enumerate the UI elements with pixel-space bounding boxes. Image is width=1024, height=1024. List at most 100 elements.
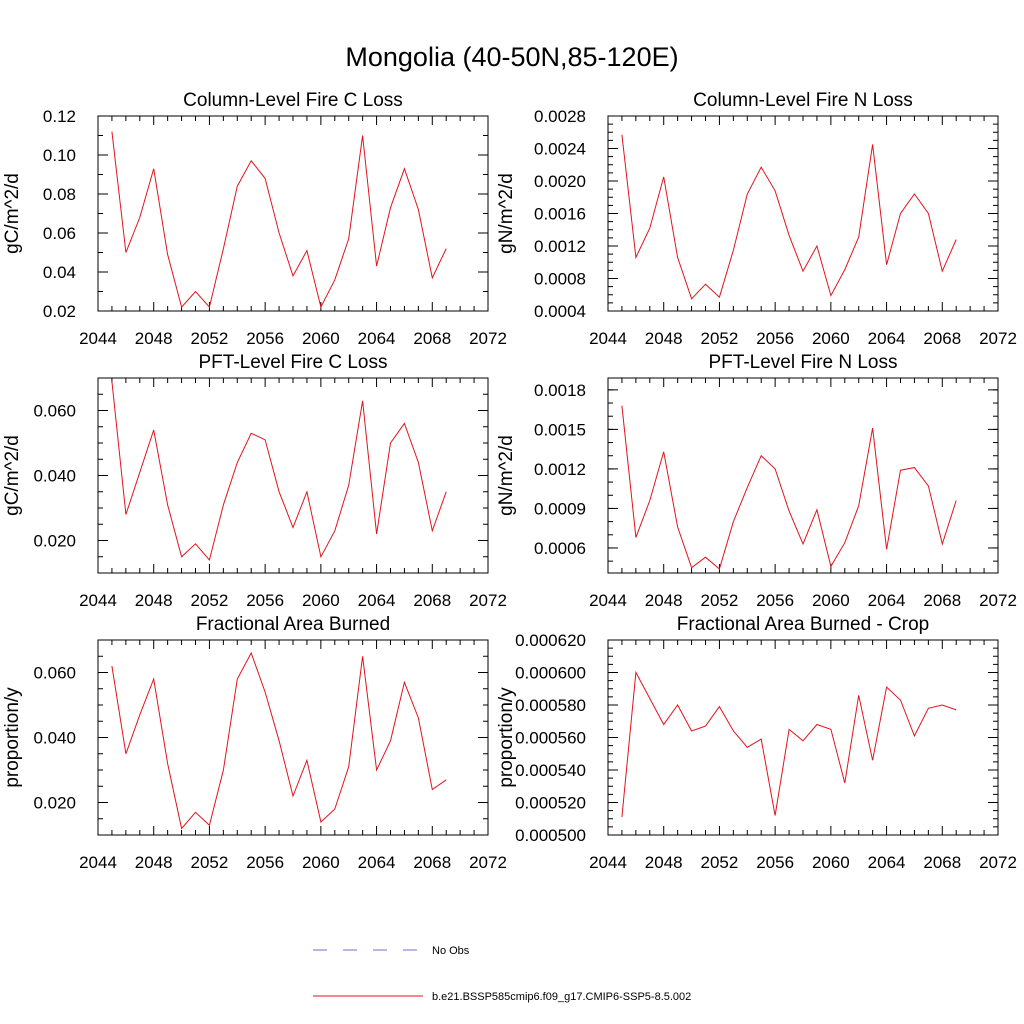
x-tick-label-4: 2044 (79, 853, 117, 872)
chart-panel-3: PFT-Level Fire N Loss 2044 2048 2052 2056 206… (496, 352, 1017, 610)
x-tick-label-0: 2048 (135, 329, 173, 348)
y-axis-label-1: gN/m^2/d (496, 173, 517, 254)
x-tick-label-4: 2068 (413, 853, 451, 872)
x-tick-label-0: 2056 (246, 329, 284, 348)
x-tick-label-1: 2044 (589, 329, 627, 348)
legend: No Obs b.e21.BSSP585cmip6.f09_g17.CMIP6-… (313, 945, 691, 1003)
series-line-4-0 (111, 651, 447, 830)
y-axis-label-5: proportion/y (496, 687, 517, 788)
x-tick-label-5: 2056 (756, 853, 794, 872)
y-tick-label-0: 0.06 (43, 224, 76, 243)
x-tick-label-1: 2072 (979, 329, 1017, 348)
y-tick-label-5: 0.000540 (515, 761, 586, 780)
x-tick-label-0: 2068 (413, 329, 451, 348)
chart-panel-4: Fractional Area Burned 2044 2048 2052 2056 20… (2, 614, 507, 872)
y-tick-label-5: 0.000580 (515, 696, 586, 715)
y-tick-label-1: 0.0020 (534, 172, 586, 191)
x-tick-label-4: 2056 (246, 853, 284, 872)
y-tick-label-4: 0.020 (33, 794, 76, 813)
y-tick-label-0: 0.04 (43, 263, 76, 282)
y-tick-label-0: 0.08 (43, 185, 76, 204)
x-tick-label-1: 2068 (923, 329, 961, 348)
y-tick-label-2: 0.060 (33, 402, 76, 421)
x-tick-label-3: 2060 (812, 591, 850, 610)
x-tick-label-2: 2048 (135, 591, 173, 610)
x-tick-label-0: 2064 (358, 329, 396, 348)
x-tick-label-4: 2048 (135, 853, 173, 872)
y-tick-label-1: 0.0024 (534, 140, 586, 159)
x-tick-label-4: 2064 (358, 853, 396, 872)
series-line-3-0 (621, 405, 957, 570)
y-tick-label-2: 0.040 (33, 467, 76, 486)
y-tick-label-3: 0.0009 (534, 499, 586, 518)
y-tick-label-0: 0.12 (43, 107, 76, 126)
panel-title-2: PFT-Level Fire C Loss (199, 352, 388, 373)
panel-title-1: Column-Level Fire N Loss (693, 90, 913, 111)
x-tick-label-4: 2052 (191, 853, 229, 872)
y-tick-label-4: 0.040 (33, 729, 76, 748)
x-tick-label-5: 2044 (589, 853, 627, 872)
x-tick-label-5: 2060 (812, 853, 850, 872)
chart-panel-2: PFT-Level Fire C Loss 2044 2048 2052 2056 206… (2, 352, 507, 610)
x-tick-label-1: 2052 (701, 329, 739, 348)
x-tick-label-4: 2072 (469, 853, 507, 872)
panel-title-0: Column-Level Fire C Loss (183, 90, 403, 111)
x-tick-label-2: 2072 (469, 591, 507, 610)
x-tick-label-2: 2052 (191, 591, 229, 610)
x-tick-label-5: 2064 (868, 853, 906, 872)
panel-title-4: Fractional Area Burned (196, 614, 390, 635)
x-tick-label-1: 2056 (756, 329, 794, 348)
chart-panel-5: Fractional Area Burned - Crop 2044 2048 205… (496, 614, 1017, 872)
panel-title-3: PFT-Level Fire N Loss (709, 352, 898, 373)
x-tick-label-5: 2072 (979, 853, 1017, 872)
y-tick-label-3: 0.0018 (534, 381, 586, 400)
x-tick-label-1: 2048 (645, 329, 683, 348)
y-tick-label-5: 0.000600 (515, 664, 586, 683)
x-tick-label-3: 2068 (923, 591, 961, 610)
x-tick-label-5: 2068 (923, 853, 961, 872)
x-tick-label-0: 2052 (191, 329, 229, 348)
x-tick-label-4: 2060 (302, 853, 340, 872)
y-axis-label-2: gC/m^2/d (2, 435, 23, 516)
x-tick-label-2: 2068 (413, 591, 451, 610)
y-tick-label-5: 0.000520 (515, 794, 586, 813)
y-tick-label-5: 0.000620 (515, 631, 586, 650)
plot-frame-0 (97, 115, 489, 312)
y-tick-label-1: 0.0008 (534, 270, 586, 289)
x-tick-label-0: 2060 (302, 329, 340, 348)
y-axis-label-4: proportion/y (2, 687, 23, 788)
x-tick-label-3: 2064 (868, 591, 906, 610)
x-tick-label-1: 2060 (812, 329, 850, 348)
y-tick-label-3: 0.0012 (534, 460, 586, 479)
y-tick-label-0: 0.10 (43, 146, 76, 165)
legend-label-no-obs: No Obs (432, 945, 470, 957)
plot-frame-2 (97, 377, 489, 574)
figure-title: Mongolia (40-50N,85-120E) (345, 42, 678, 72)
legend-label-model: b.e21.BSSP585cmip6.f09_g17.CMIP6-SSP5-8.… (432, 991, 691, 1003)
series-line-0-0 (111, 131, 447, 309)
y-axis-label-0: gC/m^2/d (2, 173, 23, 254)
y-tick-label-4: 0.060 (33, 664, 76, 683)
x-tick-label-2: 2044 (79, 591, 117, 610)
x-tick-label-1: 2064 (868, 329, 906, 348)
x-tick-label-2: 2064 (358, 591, 396, 610)
y-axis-label-3: gN/m^2/d (496, 435, 517, 516)
panels: Column-Level Fire C Loss 2044 2048 2052 2056… (2, 90, 1017, 872)
y-tick-label-2: 0.020 (33, 532, 76, 551)
x-tick-label-2: 2060 (302, 591, 340, 610)
x-tick-label-3: 2072 (979, 591, 1017, 610)
x-tick-label-3: 2056 (756, 591, 794, 610)
y-tick-label-1: 0.0016 (534, 205, 586, 224)
plot-frame-4 (97, 639, 489, 836)
series-line-5-0 (621, 670, 957, 818)
x-tick-label-3: 2052 (701, 591, 739, 610)
x-tick-label-0: 2072 (469, 329, 507, 348)
x-tick-label-5: 2048 (645, 853, 683, 872)
x-tick-label-3: 2048 (645, 591, 683, 610)
y-tick-label-1: 0.0004 (534, 302, 586, 321)
y-tick-label-3: 0.0015 (534, 420, 586, 439)
x-tick-label-3: 2044 (589, 591, 627, 610)
y-tick-label-5: 0.000500 (515, 826, 586, 845)
x-tick-label-0: 2044 (79, 329, 117, 348)
